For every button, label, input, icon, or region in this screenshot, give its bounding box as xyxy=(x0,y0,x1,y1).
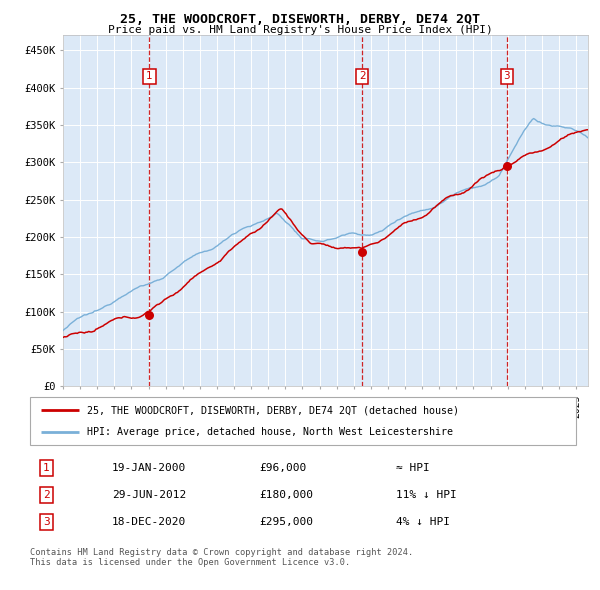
Text: ≈ HPI: ≈ HPI xyxy=(396,463,430,473)
Text: 2: 2 xyxy=(359,71,365,81)
Text: 1: 1 xyxy=(43,463,50,473)
Text: 25, THE WOODCROFT, DISEWORTH, DERBY, DE74 2QT: 25, THE WOODCROFT, DISEWORTH, DERBY, DE7… xyxy=(120,13,480,26)
Text: 2: 2 xyxy=(43,490,50,500)
Text: 1: 1 xyxy=(146,71,152,81)
Text: Price paid vs. HM Land Registry's House Price Index (HPI): Price paid vs. HM Land Registry's House … xyxy=(107,25,493,35)
Text: £180,000: £180,000 xyxy=(259,490,313,500)
FancyBboxPatch shape xyxy=(30,397,576,445)
Text: Contains HM Land Registry data © Crown copyright and database right 2024.
This d: Contains HM Land Registry data © Crown c… xyxy=(30,548,413,567)
Text: HPI: Average price, detached house, North West Leicestershire: HPI: Average price, detached house, Nort… xyxy=(88,427,454,437)
Text: 18-DEC-2020: 18-DEC-2020 xyxy=(112,517,186,527)
Text: 19-JAN-2000: 19-JAN-2000 xyxy=(112,463,186,473)
Text: 3: 3 xyxy=(43,517,50,527)
Text: 11% ↓ HPI: 11% ↓ HPI xyxy=(396,490,457,500)
Text: 25, THE WOODCROFT, DISEWORTH, DERBY, DE74 2QT (detached house): 25, THE WOODCROFT, DISEWORTH, DERBY, DE7… xyxy=(88,405,460,415)
Text: £96,000: £96,000 xyxy=(259,463,307,473)
Text: 4% ↓ HPI: 4% ↓ HPI xyxy=(396,517,450,527)
Text: £295,000: £295,000 xyxy=(259,517,313,527)
Text: 29-JUN-2012: 29-JUN-2012 xyxy=(112,490,186,500)
Text: 3: 3 xyxy=(503,71,510,81)
